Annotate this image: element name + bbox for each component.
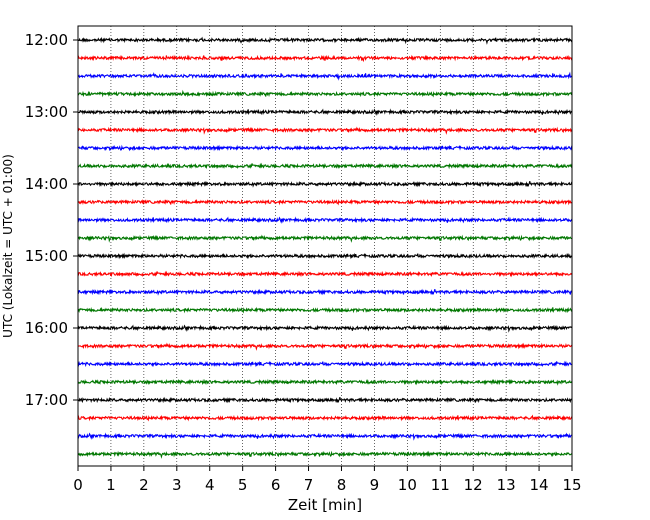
- seismic-trace: [77, 252, 573, 260]
- seismic-trace: [77, 396, 573, 404]
- y-axis-ticks: 12:00 13:00 14:00 15:00 16:00 17:00: [25, 31, 78, 409]
- vertical-grid: [110, 26, 540, 466]
- x-tick-label: 15: [562, 476, 581, 494]
- x-tick-label: 11: [431, 476, 450, 494]
- seismic-trace: [77, 324, 573, 333]
- seismic-trace: [77, 216, 573, 224]
- y-axis-label: UTC (Lokalzeit = UTC + 01:00): [1, 154, 15, 338]
- seismic-trace: [77, 414, 573, 422]
- x-tick-label: 5: [238, 476, 248, 494]
- x-tick-label: 9: [370, 476, 380, 494]
- y-tick-label: 14:00: [25, 175, 68, 193]
- x-tick-label: 2: [139, 476, 149, 494]
- seismic-trace: [77, 360, 573, 368]
- x-tick-label: 12: [464, 476, 483, 494]
- x-axis-ticks: 0 1 2 3 4 5 6 7 8 9 10 11 12 13 14 15: [73, 466, 582, 494]
- x-tick-label: 6: [271, 476, 281, 494]
- seismic-trace: [77, 108, 573, 116]
- seismic-trace: [77, 432, 573, 441]
- seismic-trace: [77, 180, 573, 188]
- x-axis-label: Zeit [min]: [288, 496, 362, 514]
- seismic-trace: [77, 450, 573, 459]
- seismic-trace: [77, 288, 573, 296]
- x-tick-label: 1: [106, 476, 116, 494]
- x-tick-label: 13: [497, 476, 516, 494]
- x-tick-label: 14: [530, 476, 549, 494]
- seismic-trace: [77, 198, 573, 206]
- x-tick-label: 0: [73, 476, 83, 494]
- seismic-trace: [77, 71, 573, 81]
- seismic-trace: [77, 306, 573, 314]
- seismic-traces: [77, 36, 573, 459]
- seismic-trace: [77, 144, 573, 152]
- x-tick-label: 10: [398, 476, 417, 494]
- seismic-trace: [77, 270, 573, 278]
- y-tick-label: 17:00: [25, 391, 68, 409]
- seismic-trace: [77, 54, 573, 63]
- seismic-trace: [77, 36, 573, 45]
- seismic-trace: [77, 126, 573, 135]
- seismic-trace: [77, 378, 573, 386]
- seismic-trace: [77, 342, 573, 351]
- x-tick-label: 8: [337, 476, 347, 494]
- x-tick-label: 7: [304, 476, 314, 494]
- y-tick-label: 12:00: [25, 31, 68, 49]
- x-tick-label: 3: [172, 476, 182, 494]
- y-tick-label: 13:00: [25, 103, 68, 121]
- x-tick-label: 4: [205, 476, 215, 494]
- plot-frame: [77, 25, 573, 467]
- seismic-trace: [77, 162, 573, 170]
- y-tick-label: 15:00: [25, 247, 68, 265]
- seismic-trace: [77, 89, 573, 98]
- seismic-trace: [77, 234, 573, 243]
- y-tick-label: 16:00: [25, 319, 68, 337]
